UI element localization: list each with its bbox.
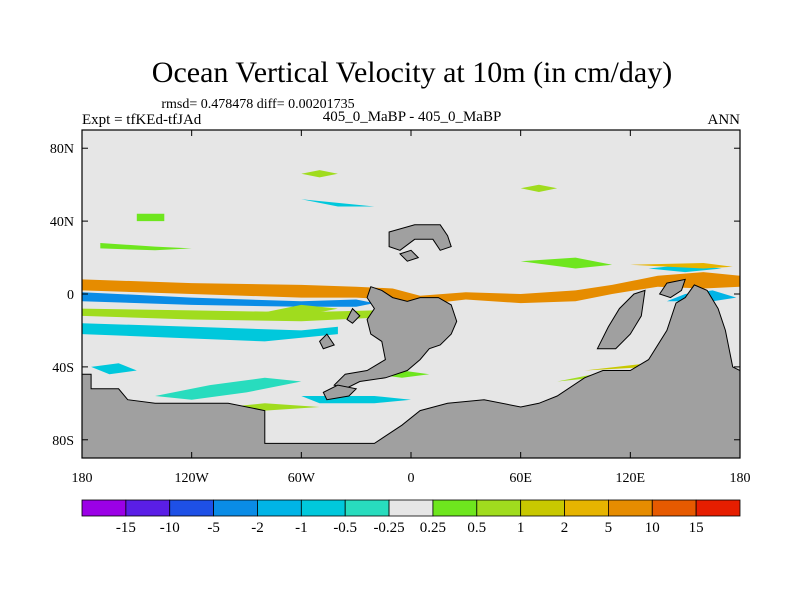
colorbar-label-3: -2 bbox=[251, 520, 264, 536]
land-region-0 bbox=[82, 284, 740, 458]
colorbar-swatch-10 bbox=[520, 499, 565, 517]
contour-band-11 bbox=[648, 264, 722, 273]
contour-band-6 bbox=[155, 377, 302, 400]
colorbar-label-13: 15 bbox=[689, 520, 704, 536]
x-tick-label-6: 180 bbox=[730, 471, 751, 486]
y-tick-label-3: 40S bbox=[52, 361, 74, 376]
y-axis: 80N 40N 0 40S 80S bbox=[50, 142, 740, 449]
land-region-4 bbox=[318, 333, 335, 350]
contour-band-1 bbox=[82, 292, 375, 307]
colorbar-label-2: -5 bbox=[207, 520, 220, 536]
colorbar-swatch-8 bbox=[432, 499, 478, 517]
land-region-7 bbox=[596, 289, 646, 350]
colorbar-swatch-9 bbox=[476, 499, 522, 517]
land-region-8 bbox=[658, 278, 686, 299]
colorbar-swatch-14 bbox=[695, 499, 741, 517]
land-region-6 bbox=[399, 249, 420, 262]
land-mask bbox=[82, 224, 740, 458]
center-label: 405_0_MaBP - 405_0_MaBP bbox=[323, 109, 502, 125]
land-region-3 bbox=[346, 307, 361, 324]
contour-band-17 bbox=[703, 279, 737, 287]
contour-band-18 bbox=[91, 363, 137, 375]
experiment-label: Expt = tfKEd-tfJAd bbox=[82, 112, 202, 128]
land-region-1 bbox=[333, 286, 458, 390]
colorbar-swatch-4 bbox=[257, 499, 302, 517]
colorbar-swatch-7 bbox=[388, 499, 434, 517]
colorbar-swatch-0 bbox=[81, 499, 127, 517]
colorbar-swatch-3 bbox=[213, 499, 258, 517]
contour-band-15 bbox=[264, 304, 338, 316]
y-tick-label-1: 40N bbox=[50, 215, 74, 230]
colorbar-swatch-1 bbox=[125, 499, 171, 517]
x-tick-label-2: 60W bbox=[288, 471, 316, 486]
contour-band-0 bbox=[82, 272, 740, 305]
colorbar-swatch-5 bbox=[300, 499, 346, 517]
contour-band-9 bbox=[520, 184, 558, 192]
season-label: ANN bbox=[708, 112, 741, 128]
y-tick-label-2: 0 bbox=[67, 288, 74, 303]
colorbar-label-9: 1 bbox=[517, 520, 525, 536]
contour-band-21 bbox=[301, 199, 375, 207]
x-tick-label-1: 120W bbox=[175, 471, 210, 486]
colorbar-swatch-13 bbox=[651, 499, 697, 517]
y-tick-label-0: 80N bbox=[50, 142, 74, 157]
colorbar-label-10: 2 bbox=[561, 520, 569, 536]
colorbar-label-5: -0.5 bbox=[333, 520, 357, 536]
colorbar-label-12: 10 bbox=[645, 520, 660, 536]
contour-band-2 bbox=[82, 308, 375, 322]
stats-line: rmsd= 0.478478 diff= 0.00201735 bbox=[161, 97, 354, 112]
contour-band-5 bbox=[136, 213, 165, 222]
contour-band-3 bbox=[82, 323, 338, 342]
land-region-5 bbox=[388, 224, 452, 251]
land-region-2 bbox=[322, 384, 358, 401]
colorbar-label-8: 0.5 bbox=[467, 520, 486, 536]
colorbar-label-0: -15 bbox=[116, 520, 136, 536]
contour-band-4 bbox=[100, 243, 192, 251]
colorbar-label-11: 5 bbox=[605, 520, 613, 536]
x-tick-label-5: 120E bbox=[616, 471, 646, 486]
x-tick-label-3: 0 bbox=[408, 471, 415, 486]
chart-title: Ocean Vertical Velocity at 10m (in cm/da… bbox=[152, 56, 672, 89]
colorbar-swatch-6 bbox=[344, 499, 390, 517]
x-axis: 180 120W 60W 0 60E 120E 180 bbox=[72, 130, 751, 486]
colorbar-swatch-11 bbox=[564, 499, 609, 517]
x-tick-label-4: 60E bbox=[509, 471, 532, 486]
contour-band-10 bbox=[301, 170, 338, 178]
colorbar-swatch-12 bbox=[608, 499, 653, 517]
colorbar-swatch-2 bbox=[169, 499, 215, 517]
colorbar-label-1: -10 bbox=[160, 520, 180, 536]
contour-band-12 bbox=[630, 263, 733, 269]
x-tick-label-0: 180 bbox=[72, 471, 93, 486]
contour-band-20 bbox=[520, 257, 613, 269]
colorbar-label-7: 0.25 bbox=[420, 520, 446, 536]
colorbar: -15 -10 -5 -2 -1 -0.5 -0.25 0.25 0.5 1 2 5 10 15 bbox=[81, 499, 741, 536]
colorbar-label-6: -0.25 bbox=[373, 520, 404, 536]
y-tick-label-4: 80S bbox=[52, 434, 74, 449]
colorbar-label-4: -1 bbox=[295, 520, 308, 536]
